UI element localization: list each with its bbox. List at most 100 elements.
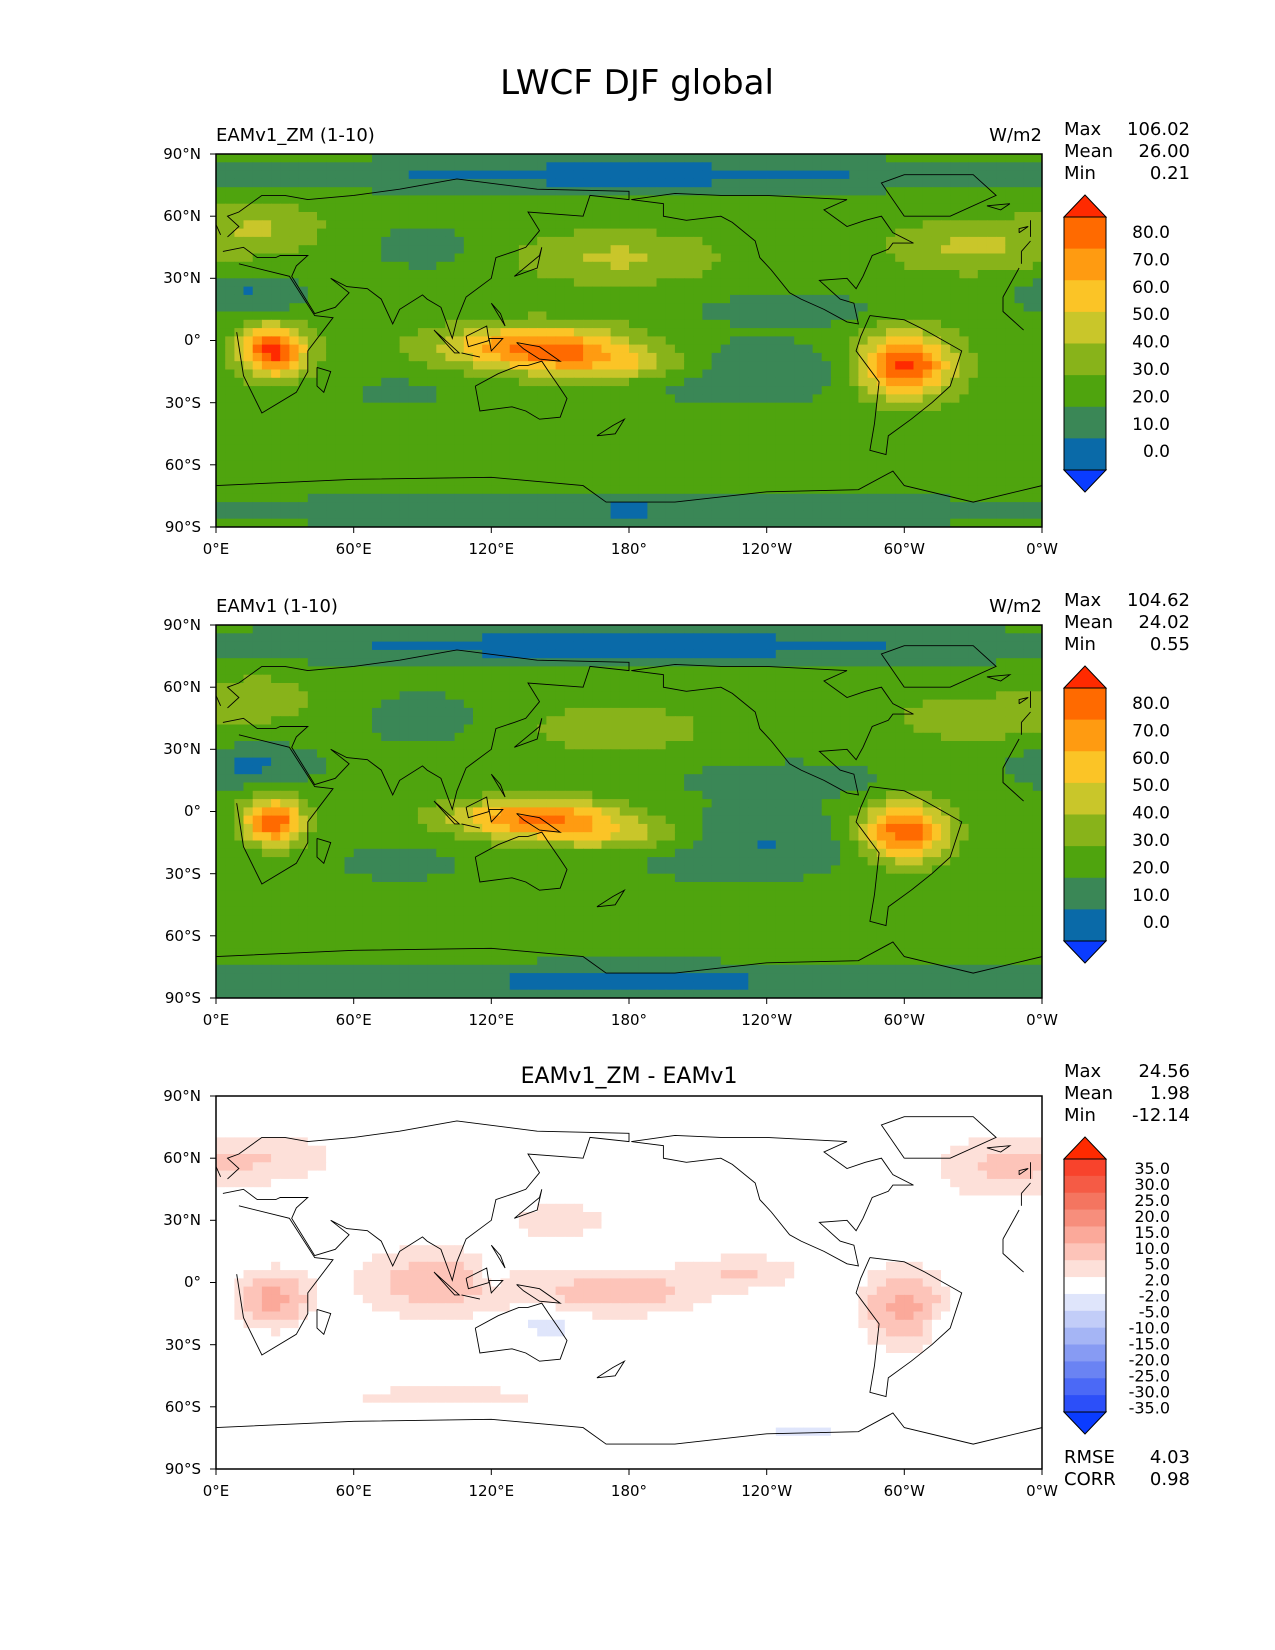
field-cell: [766, 212, 777, 221]
field-cell: [941, 195, 951, 205]
field-cell: [399, 386, 410, 395]
field-cell: [353, 261, 364, 271]
field-cell: [638, 154, 648, 163]
field-cell: [785, 641, 795, 651]
field-cell: [491, 245, 502, 255]
field-cell: [326, 352, 336, 362]
field-cell: [665, 278, 676, 288]
field-cell: [335, 625, 346, 634]
field-cell: [271, 683, 281, 692]
field-cell: [537, 699, 547, 709]
field-cell: [913, 162, 924, 172]
field-cell: [353, 187, 364, 197]
field-cell: [711, 641, 722, 651]
field-cell: [922, 477, 933, 487]
field-cell: [225, 510, 235, 520]
field-cell: [876, 666, 887, 676]
field-cell: [684, 469, 694, 478]
field-cell: [243, 386, 254, 395]
field-cell: [610, 170, 621, 180]
field-cell: [234, 170, 245, 180]
field-cell: [610, 666, 621, 676]
field-cell: [491, 641, 502, 651]
field-cell: [931, 649, 942, 659]
field-cell: [555, 344, 566, 354]
field-cell: [252, 485, 263, 495]
field-cell: [482, 683, 492, 692]
field-cell: [821, 402, 832, 412]
field-cell: [775, 236, 786, 246]
field-cell: [528, 369, 538, 379]
field-cell: [968, 477, 979, 487]
field-cell: [941, 493, 951, 503]
field-cell: [619, 427, 630, 437]
field-cell: [876, 658, 887, 668]
field-cell: [803, 649, 814, 659]
field-cell: [702, 170, 713, 180]
field-cell: [812, 469, 823, 478]
field-cell: [528, 502, 538, 511]
field-cell: [335, 649, 346, 659]
field-cell: [629, 649, 639, 659]
field-cell: [785, 278, 795, 288]
field-cell: [1032, 294, 1042, 304]
field-cell: [720, 369, 731, 379]
field-cell: [427, 195, 437, 205]
field-cell: [390, 294, 401, 304]
field-cell: [445, 286, 456, 296]
field-cell: [528, 187, 538, 197]
field-cell: [271, 278, 281, 288]
field-cell: [812, 294, 823, 304]
field-cell: [280, 674, 290, 684]
field-cell: [619, 311, 630, 321]
field-cell: [867, 658, 878, 668]
field-cell: [693, 278, 703, 288]
field-cell: [1032, 649, 1042, 659]
field-cell: [785, 510, 795, 520]
field-cell: [711, 402, 722, 412]
field-cell: [463, 212, 474, 221]
field-cell: [436, 253, 447, 263]
field-cell: [950, 178, 960, 188]
field-cell: [858, 641, 869, 651]
field-cell: [372, 674, 382, 684]
field-cell: [904, 361, 915, 371]
field-cell: [583, 328, 593, 337]
field-cell: [509, 228, 520, 238]
field-cell: [610, 394, 621, 404]
field-cell: [619, 691, 630, 701]
field-cell: [537, 261, 547, 271]
field-cell: [583, 444, 593, 453]
field-cell: [289, 633, 300, 643]
field-cell: [1014, 303, 1025, 313]
field-cell: [408, 411, 419, 420]
field-cell: [362, 460, 373, 470]
field-cell: [968, 187, 979, 197]
field-cell: [537, 162, 547, 172]
field-cell: [362, 402, 373, 412]
field-cell: [739, 170, 749, 180]
field-cell: [298, 220, 309, 230]
field-cell: [693, 328, 703, 337]
field-cell: [757, 245, 768, 255]
field-cell: [720, 485, 731, 495]
field-cell: [739, 228, 749, 238]
field-cell: [408, 625, 419, 634]
field-cell: [573, 336, 584, 346]
field-cell: [390, 460, 401, 470]
field-cell: [886, 518, 896, 527]
field-cell: [959, 328, 970, 337]
field-cell: [895, 253, 905, 263]
field-cell: [326, 303, 336, 313]
field-cell: [656, 641, 667, 651]
field-cell: [225, 633, 235, 643]
field-cell: [986, 195, 997, 205]
field-cell: [840, 493, 850, 503]
field-cell: [830, 502, 841, 511]
field-cell: [307, 649, 318, 659]
field-cell: [977, 278, 988, 288]
field-cell: [564, 203, 575, 213]
field-cell: [372, 419, 382, 429]
field-cell: [408, 303, 419, 313]
field-cell: [876, 493, 887, 503]
